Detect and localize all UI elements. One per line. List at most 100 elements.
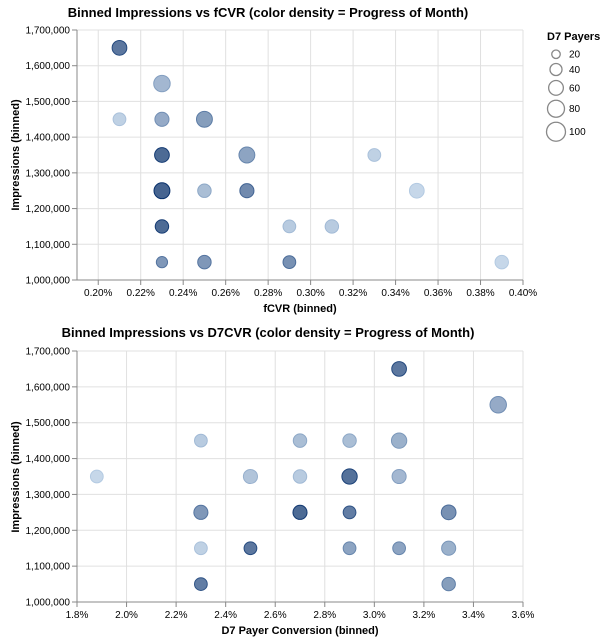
legend-label: 100 <box>569 127 586 138</box>
x-tick-label: 0.32% <box>339 288 367 299</box>
x-tick: 0.26% <box>211 280 240 299</box>
data-point <box>194 541 208 556</box>
y-tick: 1,100,000 <box>26 240 77 251</box>
y-tick-label: 1,700,000 <box>26 26 71 37</box>
data-point <box>193 504 209 520</box>
x-tick-label: 0.28% <box>254 288 282 299</box>
y-tick: 1,500,000 <box>26 97 77 108</box>
x-tick: 1.8% <box>66 602 89 621</box>
y-tick: 1,700,000 <box>26 347 77 358</box>
grid <box>77 29 524 281</box>
data-point <box>441 576 456 592</box>
data-point <box>342 541 357 556</box>
grid <box>76 350 524 603</box>
data-point <box>367 148 382 162</box>
y-tick: 1,200,000 <box>26 204 77 215</box>
x-tick: 3.4% <box>462 602 485 621</box>
x-tick: 0.40% <box>509 280 537 299</box>
data-point <box>155 256 169 269</box>
y-tick: 1,400,000 <box>26 133 77 144</box>
x-tick: 3.0% <box>363 602 386 621</box>
y-tick-label: 1,300,000 <box>26 168 71 179</box>
x-tick: 0.34% <box>381 280 410 299</box>
y-tick-label: 1,300,000 <box>26 490 71 501</box>
data-point <box>153 182 171 200</box>
x-axis-title: fCVR (binned) <box>263 303 337 315</box>
data-point <box>292 469 308 484</box>
x-tick-label: 3.6% <box>512 610 535 621</box>
data-point <box>282 219 297 234</box>
data-point <box>154 219 170 234</box>
x-tick-label: 3.0% <box>363 610 386 621</box>
x-tick: 0.36% <box>424 280 452 299</box>
x-tick: 0.32% <box>339 280 367 299</box>
data-point <box>391 468 407 485</box>
legend-title: D7 Payers <box>547 31 600 43</box>
x-tick-label: 0.26% <box>211 288 239 299</box>
legend-label: 20 <box>569 50 581 61</box>
data-point <box>441 540 457 556</box>
data-point <box>239 183 255 199</box>
legend-label: 60 <box>569 83 581 94</box>
chart-fcvr: Binned Impressions vs fCVR (color densit… <box>10 5 537 315</box>
legend-item: 20 <box>551 49 581 61</box>
data-point <box>342 433 357 448</box>
chart-title: Binned Impressions vs D7CVR (color densi… <box>62 325 475 340</box>
x-tick: 2.4% <box>214 602 237 621</box>
x-tick: 0.28% <box>254 280 282 299</box>
y-tick: 1,000,000 <box>26 598 77 609</box>
x-tick: 3.2% <box>412 602 435 621</box>
data-point <box>392 541 406 556</box>
x-tick: 0.38% <box>466 280 495 299</box>
data-point <box>238 146 256 164</box>
data-point <box>324 219 340 234</box>
data-point <box>494 254 509 270</box>
x-tick-label: 1.8% <box>66 610 89 621</box>
data-point <box>292 504 308 520</box>
scatter-points <box>111 39 509 270</box>
y-axis-title: Impressions (binned) <box>10 99 22 211</box>
x-tick-label: 0.30% <box>296 288 324 299</box>
y-tick-label: 1,000,000 <box>26 598 71 609</box>
y-tick: 1,500,000 <box>26 418 77 429</box>
x-tick: 2.8% <box>313 602 336 621</box>
y-tick: 1,300,000 <box>26 490 77 501</box>
x-tick-label: 0.24% <box>169 288 197 299</box>
data-point <box>391 361 407 377</box>
y-tick: 1,100,000 <box>26 562 77 573</box>
data-point <box>440 504 457 521</box>
legend-symbol <box>546 99 566 118</box>
y-tick-label: 1,200,000 <box>26 526 71 537</box>
legend-item: 100 <box>545 121 586 142</box>
data-point <box>153 74 171 93</box>
legend-item: 80 <box>546 99 581 118</box>
x-tick-label: 0.36% <box>424 288 452 299</box>
x-tick: 0.24% <box>169 280 197 299</box>
x-tick: 3.6% <box>512 602 535 621</box>
data-point <box>489 396 507 414</box>
legend-item: 60 <box>547 79 581 96</box>
legend-symbol <box>549 62 563 77</box>
data-point <box>243 541 258 556</box>
x-tick-label: 2.8% <box>313 610 336 621</box>
x-tick-label: 2.2% <box>165 610 188 621</box>
y-tick-label: 1,400,000 <box>26 454 71 465</box>
x-tick-label: 3.2% <box>412 610 435 621</box>
y-tick: 1,200,000 <box>26 526 77 537</box>
y-tick-label: 1,600,000 <box>26 61 71 72</box>
y-tick-label: 1,000,000 <box>26 276 71 287</box>
y-tick-label: 1,500,000 <box>26 418 71 429</box>
y-tick: 1,400,000 <box>26 454 77 465</box>
legend-symbol <box>545 121 567 142</box>
data-point <box>342 505 357 520</box>
legend-symbol <box>551 49 561 60</box>
x-axis-title: D7 Payer Conversion (binned) <box>221 625 378 637</box>
y-tick-label: 1,400,000 <box>26 133 71 144</box>
y-tick: 1,300,000 <box>26 168 77 179</box>
x-tick-label: 0.34% <box>381 288 409 299</box>
x-axis: 0.20% 0.22% 0.24% 0.26% 0.28% 0.30% 0.32% 0.34%… <box>77 279 537 299</box>
x-tick-label: 2.4% <box>214 610 237 621</box>
y-axis: 1,000,000 1,100,000 1,200,000 1,300,000 1,40… <box>26 26 78 287</box>
legend-label: 80 <box>569 104 581 115</box>
